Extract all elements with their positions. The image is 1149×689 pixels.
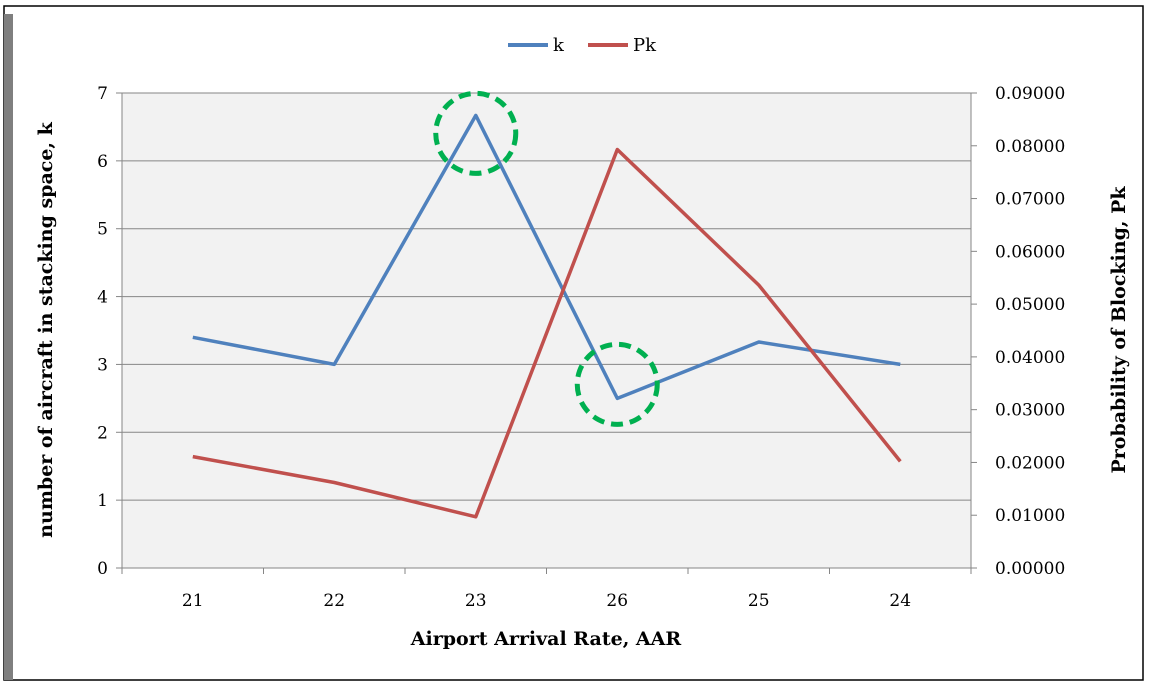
x-tick-label: 22 [323, 591, 345, 611]
legend-label-pk: Pk [633, 35, 657, 56]
x-axis-title: Airport Arrival Rate, AAR [410, 628, 682, 650]
left-tick-label: 7 [97, 84, 108, 104]
highlight-circle [433, 90, 519, 176]
right-tick-label: 0.04000 [995, 348, 1065, 368]
left-tick-labels: 0 1 2 3 4 5 6 7 [97, 84, 108, 579]
series-line-pk [192, 147, 902, 519]
right-tick-label: 0.06000 [995, 242, 1065, 262]
left-shadow [4, 14, 13, 680]
x-tick-label: 24 [889, 591, 911, 611]
right-tick-label: 0.05000 [995, 295, 1065, 315]
left-tick-label: 0 [97, 559, 108, 579]
highlight-circle [574, 341, 660, 427]
right-tick-label: 0.01000 [995, 506, 1065, 526]
gridlines [122, 92, 971, 501]
left-tick-label: 2 [97, 423, 108, 443]
right-tick-label: 0.08000 [995, 137, 1065, 157]
x-tick-labels: 21 22 23 26 25 24 [182, 591, 911, 611]
x-tick-label: 25 [748, 591, 770, 611]
left-tick-label: 6 [97, 152, 108, 172]
highlight-circles [433, 90, 660, 427]
right-tick-label: 0.03000 [995, 401, 1065, 421]
x-tick-label: 21 [182, 591, 204, 611]
x-tick-label: 23 [465, 591, 487, 611]
x-tick-label: 26 [606, 591, 628, 611]
y2-axis-title: Probability of Blocking, Pk [1108, 186, 1130, 474]
axes [116, 92, 977, 574]
y-axis-title: number of aircraft in stacking space, k [35, 121, 57, 537]
right-tick-label: 0.07000 [995, 190, 1065, 210]
right-tick-label: 0.09000 [995, 84, 1065, 104]
left-tick-label: 1 [97, 491, 108, 511]
series-line-k [192, 113, 901, 401]
right-tick-label: 0.00000 [995, 559, 1065, 579]
left-tick-label: 5 [97, 220, 108, 240]
series-lines [192, 113, 902, 519]
left-tick-label: 3 [97, 355, 108, 375]
right-tick-label: 0.02000 [995, 453, 1065, 473]
right-tick-labels: 0.00000 0.01000 0.02000 0.03000 0.04000 0.050… [995, 84, 1065, 579]
legend: k Pk [508, 35, 657, 56]
legend-label-k: k [553, 35, 565, 56]
left-tick-label: 4 [97, 288, 108, 308]
